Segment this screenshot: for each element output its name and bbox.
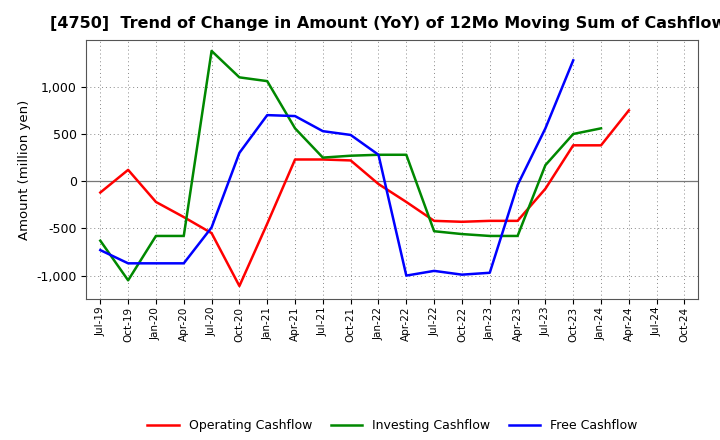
Y-axis label: Amount (million yen): Amount (million yen) <box>18 99 31 239</box>
Investing Cashflow <box>346 153 355 158</box>
Operating Cashflow <box>374 181 383 187</box>
Investing Cashflow <box>541 162 550 168</box>
Operating Cashflow <box>96 190 104 195</box>
Investing Cashflow <box>485 233 494 238</box>
Investing Cashflow <box>235 75 243 80</box>
Free Cashflow <box>346 132 355 138</box>
Investing Cashflow <box>430 229 438 234</box>
Line: Investing Cashflow: Investing Cashflow <box>100 51 601 280</box>
Operating Cashflow <box>152 199 161 205</box>
Free Cashflow <box>402 273 410 278</box>
Operating Cashflow <box>569 143 577 148</box>
Operating Cashflow <box>485 218 494 224</box>
Free Cashflow <box>541 126 550 131</box>
Operating Cashflow <box>235 283 243 289</box>
Investing Cashflow <box>569 132 577 137</box>
Investing Cashflow <box>207 48 216 54</box>
Free Cashflow <box>485 270 494 275</box>
Free Cashflow <box>569 58 577 63</box>
Free Cashflow <box>513 182 522 187</box>
Operating Cashflow <box>291 157 300 162</box>
Operating Cashflow <box>541 186 550 191</box>
Operating Cashflow <box>263 221 271 226</box>
Investing Cashflow <box>318 155 327 160</box>
Free Cashflow <box>96 247 104 253</box>
Investing Cashflow <box>291 126 300 131</box>
Operating Cashflow <box>458 219 467 224</box>
Legend: Operating Cashflow, Investing Cashflow, Free Cashflow: Operating Cashflow, Investing Cashflow, … <box>143 414 642 437</box>
Operating Cashflow <box>207 231 216 236</box>
Free Cashflow <box>374 152 383 158</box>
Investing Cashflow <box>124 278 132 283</box>
Line: Free Cashflow: Free Cashflow <box>100 60 573 275</box>
Free Cashflow <box>235 150 243 155</box>
Free Cashflow <box>430 268 438 274</box>
Investing Cashflow <box>597 126 606 131</box>
Investing Cashflow <box>179 233 188 238</box>
Investing Cashflow <box>513 233 522 238</box>
Operating Cashflow <box>346 158 355 163</box>
Investing Cashflow <box>263 78 271 84</box>
Operating Cashflow <box>624 108 633 113</box>
Free Cashflow <box>318 128 327 134</box>
Operating Cashflow <box>402 199 410 205</box>
Investing Cashflow <box>152 233 161 238</box>
Operating Cashflow <box>318 157 327 162</box>
Operating Cashflow <box>597 143 606 148</box>
Line: Operating Cashflow: Operating Cashflow <box>100 110 629 286</box>
Free Cashflow <box>179 260 188 266</box>
Title: [4750]  Trend of Change in Amount (YoY) of 12Mo Moving Sum of Cashflows: [4750] Trend of Change in Amount (YoY) o… <box>50 16 720 32</box>
Free Cashflow <box>291 114 300 119</box>
Free Cashflow <box>207 225 216 230</box>
Free Cashflow <box>263 113 271 118</box>
Free Cashflow <box>124 260 132 266</box>
Investing Cashflow <box>374 152 383 158</box>
Free Cashflow <box>152 260 161 266</box>
Operating Cashflow <box>124 167 132 172</box>
Investing Cashflow <box>458 231 467 237</box>
Operating Cashflow <box>179 214 188 220</box>
Operating Cashflow <box>430 218 438 224</box>
Investing Cashflow <box>402 152 410 158</box>
Free Cashflow <box>458 272 467 277</box>
Operating Cashflow <box>513 218 522 224</box>
Investing Cashflow <box>96 238 104 243</box>
